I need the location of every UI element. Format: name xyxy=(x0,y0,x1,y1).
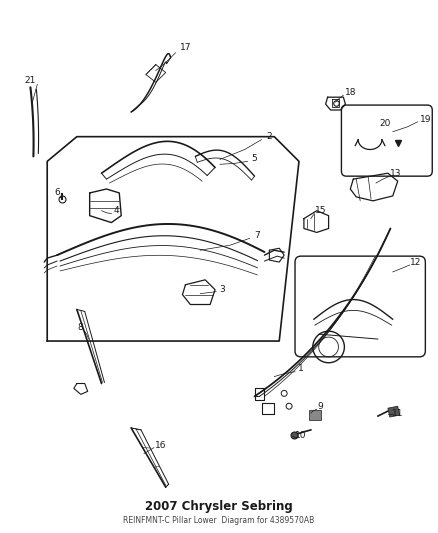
Text: 17: 17 xyxy=(180,43,191,52)
Text: 6: 6 xyxy=(54,189,60,197)
Text: 21: 21 xyxy=(25,76,36,85)
Text: 7: 7 xyxy=(254,231,260,240)
Text: REINFMNT-C Pillar Lower  Diagram for 4389570AB: REINFMNT-C Pillar Lower Diagram for 4389… xyxy=(124,516,314,525)
Polygon shape xyxy=(388,406,400,417)
Text: 4: 4 xyxy=(113,206,119,215)
Text: 5: 5 xyxy=(252,154,258,163)
Text: 13: 13 xyxy=(390,169,402,177)
Text: 2007 Chrysler Sebring: 2007 Chrysler Sebring xyxy=(145,500,293,513)
Text: 18: 18 xyxy=(345,88,356,96)
Text: 19: 19 xyxy=(420,115,431,124)
Text: 16: 16 xyxy=(155,441,166,450)
Text: 11: 11 xyxy=(392,409,403,418)
Text: 2: 2 xyxy=(267,132,272,141)
Text: 15: 15 xyxy=(315,206,326,215)
Text: 1: 1 xyxy=(298,364,304,373)
Text: 10: 10 xyxy=(295,431,307,440)
Polygon shape xyxy=(309,410,321,420)
Text: 8: 8 xyxy=(77,322,83,332)
Text: 9: 9 xyxy=(318,402,324,411)
Text: 12: 12 xyxy=(410,257,421,266)
Text: 20: 20 xyxy=(379,119,391,128)
Text: 3: 3 xyxy=(219,285,225,294)
